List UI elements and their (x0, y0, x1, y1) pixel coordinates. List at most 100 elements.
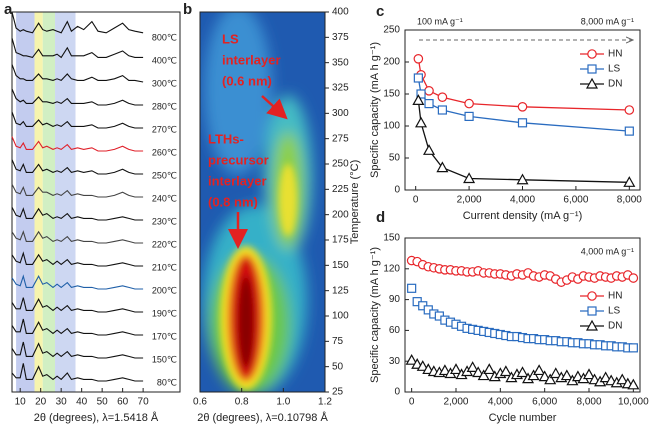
xrd-pattern (11, 11, 144, 34)
panel-label: b (183, 1, 192, 18)
xrd-pattern (11, 136, 144, 152)
annotation: LS (222, 31, 239, 46)
marker (585, 319, 599, 331)
series-label: 170℃ (152, 331, 177, 341)
annotation: (0.6 nm) (222, 73, 272, 88)
marker (449, 363, 463, 375)
y-tick-label: 50 (389, 153, 401, 164)
marker (587, 49, 597, 59)
annotation: precursor (208, 152, 269, 167)
marker (628, 343, 638, 353)
xrd-pattern (11, 111, 144, 129)
marker (599, 371, 612, 383)
marker (587, 291, 597, 301)
x-tick-label: 1.2 (318, 397, 332, 408)
y-tick-label: 75 (332, 336, 344, 347)
series-label: 250℃ (152, 170, 177, 180)
y-tick-label: 50 (332, 361, 344, 372)
y-tick-label: 0 (394, 185, 400, 196)
x-tick-label: 60 (117, 397, 129, 408)
marker (424, 98, 434, 109)
y-tick-label: 325 (332, 83, 349, 94)
x-tick-label: 40 (76, 397, 88, 408)
xrd-pattern (11, 88, 144, 106)
y-tick-label: 400 (332, 7, 349, 18)
x-tick-label: 2,000 (443, 397, 468, 408)
marker (538, 370, 551, 382)
x-tick-label: 10,000 (618, 397, 649, 408)
annotation: interlayer (222, 52, 281, 67)
series-label: 220℃ (152, 239, 177, 249)
highlight-band (55, 12, 76, 392)
marker (412, 94, 425, 106)
annotation: interlayer (208, 173, 267, 188)
series-label: 150℃ (152, 354, 177, 364)
xrd-pattern (11, 297, 144, 313)
marker (413, 73, 423, 83)
marker (628, 273, 639, 283)
highlight-band (42, 12, 56, 392)
x-tick-label: 50 (97, 397, 109, 408)
marker (463, 172, 476, 184)
legend-label: DN (608, 79, 622, 90)
marker (472, 366, 485, 378)
marker (517, 102, 528, 112)
series-label: 400℃ (152, 55, 177, 65)
marker (527, 369, 540, 381)
panel-label: a (4, 1, 13, 18)
x-tick-label: 70 (138, 397, 150, 408)
x-tick-label: 30 (56, 397, 68, 408)
x-tick-label: 8,000 (617, 195, 642, 206)
marker (587, 64, 597, 74)
plot-frame (404, 237, 641, 393)
xrd-pattern (11, 341, 144, 359)
marker (582, 368, 596, 380)
marker (627, 378, 640, 390)
plot-frame (199, 11, 326, 393)
marker (416, 89, 426, 99)
y-tick-label: 90 (389, 294, 401, 305)
x-tick-label: 2,000 (457, 195, 482, 206)
y-axis-label: Temperature (°C) (349, 160, 361, 244)
y-tick-label: 100 (383, 121, 400, 132)
annotation: (0.8 nm) (208, 194, 258, 209)
y-tick-label: 250 (332, 159, 349, 170)
legend-label: HN (608, 49, 622, 60)
y-tick-label: 150 (332, 260, 349, 271)
annotation: 100 mA g⁻¹ (417, 16, 463, 26)
legend-label: HN (608, 291, 622, 302)
y-tick-label: 0 (394, 387, 400, 398)
marker (533, 364, 546, 376)
y-axis-label: Specific capacity (mA h g⁻¹) (369, 42, 381, 178)
y-tick-label: 150 (383, 233, 400, 244)
xrd-pattern (11, 38, 144, 59)
annotation: 4,000 mA g⁻¹ (581, 246, 634, 256)
marker (415, 116, 428, 128)
y-tick-label: 200 (332, 209, 349, 220)
annotation: LTHs- (208, 131, 244, 146)
xrd-pattern (11, 318, 144, 336)
xrd-pattern (11, 183, 144, 198)
y-tick-label: 60 (389, 325, 401, 336)
y-tick-label: 120 (383, 263, 400, 274)
marker (624, 126, 634, 136)
series-line (417, 100, 630, 183)
x-tick-label: 10 (15, 397, 27, 408)
x-tick-label: 8,000 (576, 397, 601, 408)
marker (416, 360, 429, 371)
series-label: 200℃ (152, 285, 177, 295)
series-label: 210℃ (152, 262, 177, 272)
x-tick-label: 0 (409, 397, 415, 408)
marker (464, 111, 474, 122)
plot-frame (11, 11, 181, 393)
marker (423, 144, 436, 155)
marker (438, 364, 451, 376)
y-tick-label: 225 (332, 184, 349, 195)
marker (616, 373, 629, 385)
series-label: 800℃ (152, 32, 177, 42)
xrd-pattern (11, 363, 144, 382)
y-tick-label: 175 (332, 235, 349, 246)
xrd-pattern (11, 64, 144, 83)
y-tick-label: 30 (389, 356, 401, 367)
